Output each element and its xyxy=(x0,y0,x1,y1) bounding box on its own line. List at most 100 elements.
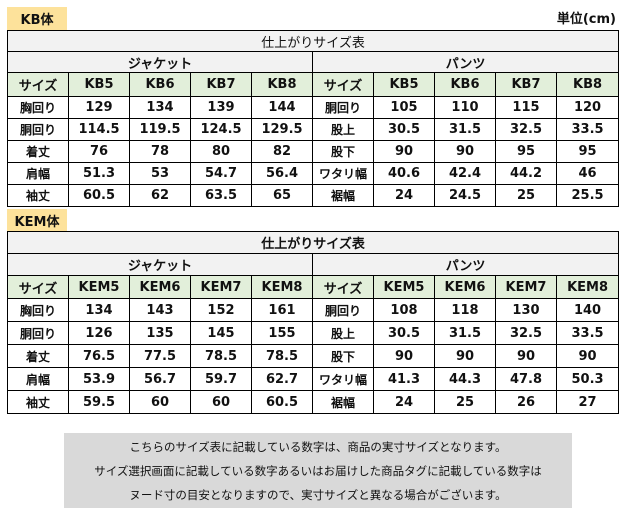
header-cell: サイズ xyxy=(312,275,374,299)
table-title: 仕上がりサイズ表 xyxy=(6,231,620,254)
note-line: ヌード寸の目安となりますので、実寸サイズと異なる場合がございます。 xyxy=(129,487,507,502)
kb-size-table: 仕上がりサイズ表 ジャケット パンツ サイズ KB5 KB6 KB7 KB8 サ… xyxy=(6,30,620,207)
cell: 135 xyxy=(129,321,191,345)
cell: 27 xyxy=(555,390,620,414)
table-header-row: サイズ KB5 KB6 KB7 KB8 サイズ KB5 KB6 KB7 KB8 xyxy=(7,72,620,97)
cell: 59.5 xyxy=(68,390,130,414)
cell: 31.5 xyxy=(434,118,496,141)
cell: 134 xyxy=(129,96,191,119)
cell: 145 xyxy=(190,321,252,345)
cell: 161 xyxy=(251,298,313,322)
cell: 76 xyxy=(68,140,130,163)
jacket-section-header: ジャケット xyxy=(7,253,313,276)
cell: 90 xyxy=(434,140,496,163)
cell: 44.3 xyxy=(434,367,496,391)
cell: 60 xyxy=(129,390,191,414)
cell: 108 xyxy=(373,298,435,322)
cell: 59.7 xyxy=(190,367,252,391)
cell: 78 xyxy=(129,140,191,163)
unit-label: 単位(cm) xyxy=(556,12,616,27)
header-cell: KEM8 xyxy=(555,275,620,299)
cell: 32.5 xyxy=(495,118,557,141)
cell: 41.3 xyxy=(373,367,435,391)
cell: 120 xyxy=(555,96,620,119)
cell: 51.3 xyxy=(68,162,130,185)
cell: 90 xyxy=(495,344,557,368)
pants-section-header: パンツ xyxy=(311,253,620,276)
header-cell: KEM6 xyxy=(129,275,191,299)
note-line: サイズ選択画面に記載している数字あるいはお届けした商品タグに記載している数字は xyxy=(94,463,542,478)
header-cell: KB5 xyxy=(68,72,130,97)
header-cell: KEM5 xyxy=(373,275,435,299)
cell: 140 xyxy=(555,298,620,322)
cell: 25 xyxy=(495,184,557,207)
kb-body-type-tag: KB体 xyxy=(7,7,67,30)
cell: 114.5 xyxy=(68,118,130,141)
row-label: 股上 xyxy=(312,118,374,141)
table-row: 袖丈 59.5 60 60 60.5 裾幅 24 25 26 27 xyxy=(7,390,620,414)
cell: 105 xyxy=(373,96,435,119)
cell: 60.5 xyxy=(68,184,130,207)
cell: 40.6 xyxy=(373,162,435,185)
cell: 110 xyxy=(434,96,496,119)
cell: 30.5 xyxy=(373,321,435,345)
row-label: 胴回り xyxy=(312,298,374,322)
cell: 32.5 xyxy=(495,321,557,345)
cell: 24 xyxy=(373,390,435,414)
header-cell: KB7 xyxy=(495,72,557,97)
row-label: 胴回り xyxy=(7,118,69,141)
header-cell: サイズ xyxy=(7,275,69,299)
table-row: 着丈 76 78 80 82 股下 90 90 95 95 xyxy=(7,140,620,163)
cell: 90 xyxy=(555,344,620,368)
cell: 56.4 xyxy=(251,162,313,185)
cell: 77.5 xyxy=(129,344,191,368)
header-cell: KB5 xyxy=(373,72,435,97)
row-label: 袖丈 xyxy=(7,184,69,207)
cell: 90 xyxy=(373,344,435,368)
cell: 139 xyxy=(190,96,252,119)
cell: 60.5 xyxy=(251,390,313,414)
cell: 129.5 xyxy=(251,118,313,141)
row-label: 胴回り xyxy=(7,321,69,345)
header-cell: KEM7 xyxy=(495,275,557,299)
cell: 152 xyxy=(190,298,252,322)
header-cell: KEM7 xyxy=(190,275,252,299)
row-label: 肩幅 xyxy=(7,367,69,391)
cell: 78.5 xyxy=(251,344,313,368)
table-row: 胸回り 129 134 139 144 胴回り 105 110 115 120 xyxy=(7,96,620,119)
cell: 124.5 xyxy=(190,118,252,141)
cell: 115 xyxy=(495,96,557,119)
cell: 78.5 xyxy=(190,344,252,368)
cell: 62.7 xyxy=(251,367,313,391)
cell: 90 xyxy=(434,344,496,368)
header-cell: サイズ xyxy=(312,72,374,97)
table-row: 肩幅 51.3 53 54.7 56.4 ワタリ幅 40.6 42.4 44.2… xyxy=(7,162,620,185)
cell: 65 xyxy=(251,184,313,207)
row-label: 股下 xyxy=(312,344,374,368)
row-label: 裾幅 xyxy=(312,390,374,414)
table-row: 胸回り 134 143 152 161 胴回り 108 118 130 140 xyxy=(7,298,620,322)
row-label: ワタリ幅 xyxy=(312,367,374,391)
header-cell: KEM8 xyxy=(251,275,313,299)
cell: 47.8 xyxy=(495,367,557,391)
header-cell: サイズ xyxy=(7,72,69,97)
cell: 30.5 xyxy=(373,118,435,141)
header-cell: KB6 xyxy=(434,72,496,97)
cell: 53 xyxy=(129,162,191,185)
cell: 42.4 xyxy=(434,162,496,185)
cell: 25.5 xyxy=(555,184,620,207)
cell: 62 xyxy=(129,184,191,207)
cell: 82 xyxy=(251,140,313,163)
cell: 95 xyxy=(495,140,557,163)
cell: 143 xyxy=(129,298,191,322)
table-row: 胴回り 126 135 145 155 股上 30.5 31.5 32.5 33… xyxy=(7,321,620,345)
cell: 50.3 xyxy=(555,367,620,391)
cell: 134 xyxy=(68,298,130,322)
row-label: ワタリ幅 xyxy=(312,162,374,185)
row-label: 着丈 xyxy=(7,344,69,368)
table-title: 仕上がりサイズ表 xyxy=(6,30,620,52)
row-label: 胸回り xyxy=(7,298,69,322)
cell: 63.5 xyxy=(190,184,252,207)
cell: 118 xyxy=(434,298,496,322)
table-header-row: サイズ KEM5 KEM6 KEM7 KEM8 サイズ KEM5 KEM6 KE… xyxy=(7,275,620,299)
